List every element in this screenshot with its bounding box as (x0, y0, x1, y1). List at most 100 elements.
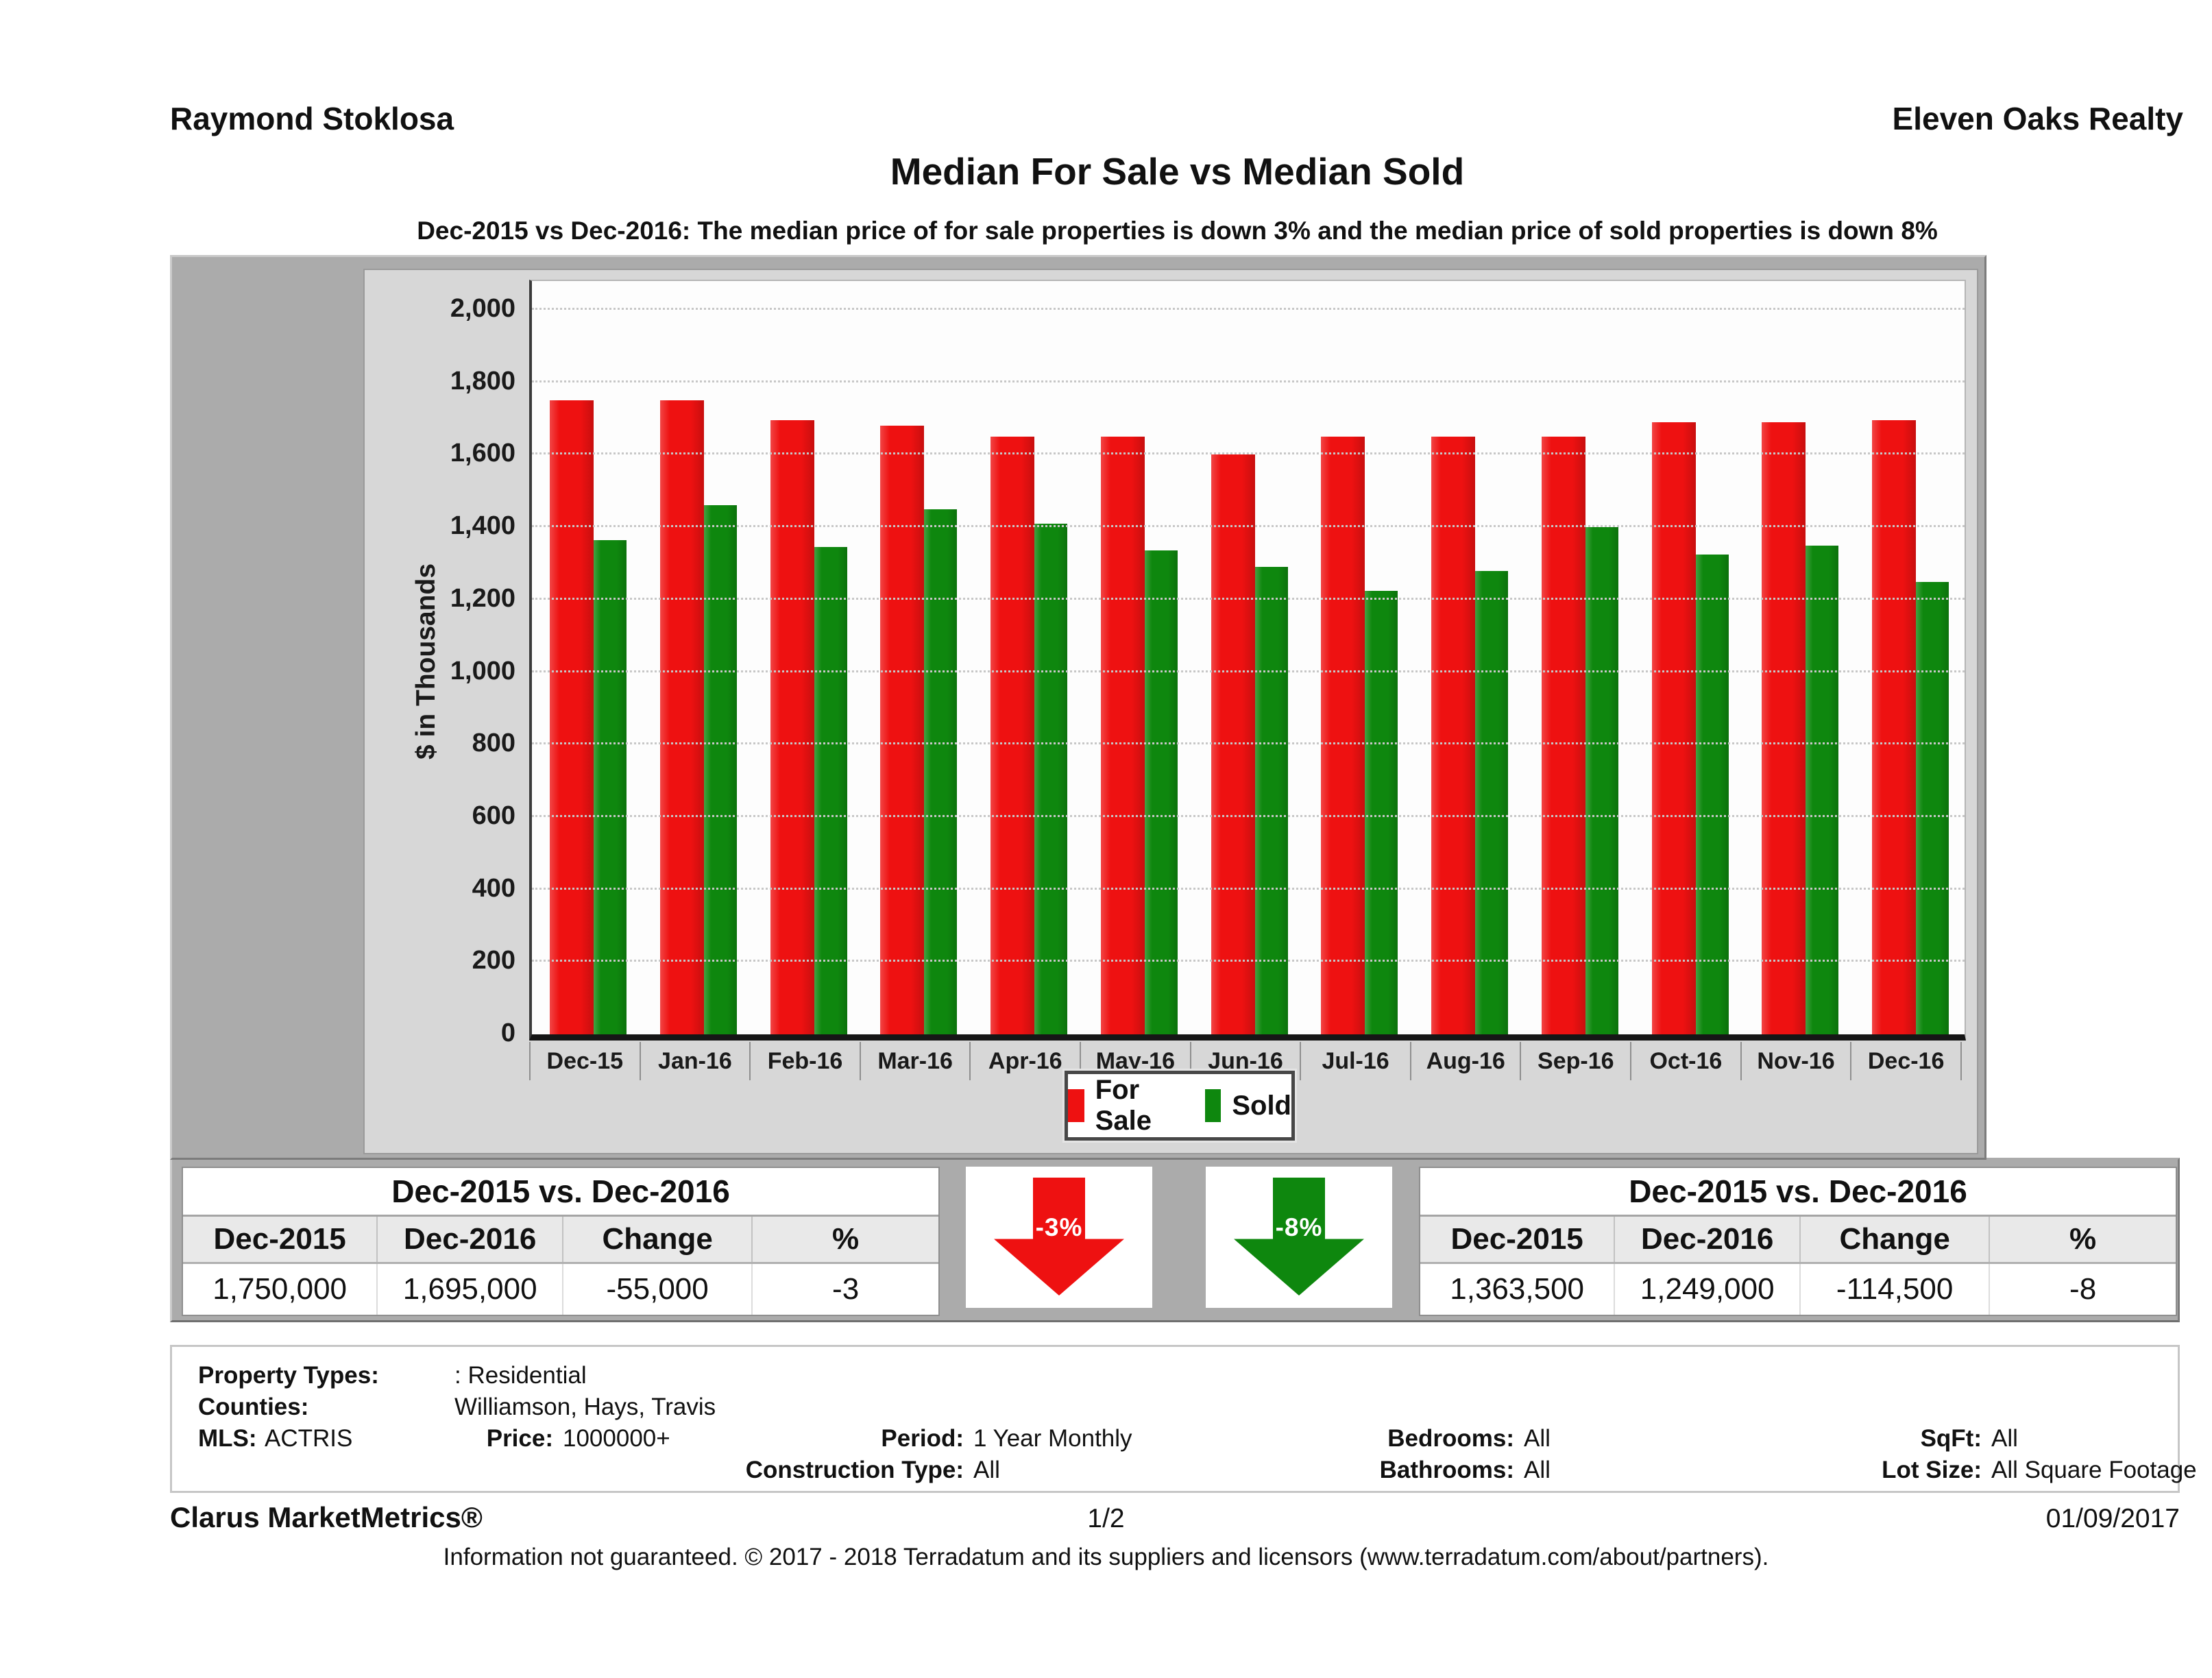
gridline (532, 814, 1965, 817)
price-field: Price: 1000000+ (486, 1425, 670, 1452)
page-title: Median For Sale vs Median Sold (890, 150, 1465, 193)
table-value-cell: -114,500 (1801, 1264, 1991, 1315)
y-tick-label: 400 (472, 873, 515, 903)
x-axis-tick-labels: Dec-15 Jan-16 Feb-16 Mar-16 Apr-16 May-16 Jun-… (529, 1042, 1962, 1080)
x-tick-label: Mar-16 (859, 1042, 970, 1080)
bar-for-sale (1541, 436, 1585, 1034)
bar-for-sale (770, 420, 814, 1034)
table-column-header: Dec-2016 (1615, 1217, 1801, 1262)
x-tick-label: Dec-16 (1850, 1042, 1962, 1080)
table-value-row: 1,750,000 1,695,000 -55,000 -3 (183, 1264, 938, 1315)
table-title: Dec-2015 vs. Dec-2016 (1420, 1168, 2176, 1217)
table-value-row: 1,363,500 1,249,000 -114,500 -8 (1420, 1264, 2176, 1315)
bar-group (753, 281, 863, 1034)
y-tick-label: 1,200 (450, 583, 515, 613)
bedrooms-field: Bedrooms: All (1387, 1425, 1551, 1452)
y-tick-label: 0 (500, 1019, 515, 1047)
x-tick-label: May-16 (1080, 1042, 1190, 1080)
table-column-header: Change (563, 1217, 753, 1262)
y-tick-label: 1,800 (450, 366, 515, 396)
gridline (532, 452, 1965, 455)
table-value-cell: 1,695,000 (378, 1264, 564, 1315)
x-tick-label: Nov-16 (1740, 1042, 1851, 1080)
bar-for-sale (880, 426, 925, 1034)
y-tick-label: 2,000 (450, 294, 515, 323)
sold-change-indicator: -8% (1206, 1167, 1392, 1308)
bar-for-sale (1762, 422, 1806, 1034)
agent-name: Raymond Stoklosa (170, 101, 454, 136)
bar-group (973, 281, 1083, 1034)
disclaimer-text: Information not guaranteed. © 2017 - 201… (443, 1544, 1769, 1570)
page-number: 1/2 (1087, 1504, 1125, 1533)
bar-for-sale (990, 436, 1035, 1034)
table-column-header: Dec-2016 (378, 1217, 564, 1262)
bar-group (1413, 281, 1524, 1034)
legend-swatch-sold (1204, 1089, 1222, 1122)
period-field: Period: 1 Year Monthly (881, 1425, 1132, 1452)
bar-group (1634, 281, 1745, 1034)
table-column-header: % (2069, 1222, 2097, 1256)
gridline (532, 525, 1965, 528)
table-value-cell: -55,000 (563, 1264, 753, 1315)
construction-type-field: Construction Type: All (745, 1457, 1000, 1483)
mls-value: ACTRIS (265, 1425, 353, 1452)
gridline (532, 887, 1965, 890)
report-subtitle: Dec-2015 vs Dec-2016: The median price o… (417, 217, 1938, 245)
bar-groups (532, 281, 1965, 1034)
bar-for-sale (1321, 436, 1365, 1034)
bar-sold (1916, 581, 1949, 1034)
bar-sold (594, 540, 627, 1034)
bar-sold (1365, 590, 1398, 1034)
counties-label: Counties: (198, 1394, 309, 1420)
bar-for-sale (659, 400, 704, 1034)
bar-sold (924, 509, 958, 1034)
y-tick-label: 200 (472, 946, 515, 975)
table-value-cell: -3 (832, 1272, 860, 1306)
bar-sold (1254, 567, 1288, 1034)
bar-group (1083, 281, 1193, 1034)
bar-sold (1585, 527, 1618, 1034)
bar-group (642, 281, 753, 1034)
y-tick-label: 1,600 (450, 439, 515, 468)
bar-sold (1695, 554, 1729, 1034)
report-criteria-box: Property Types: : Residential Counties: … (170, 1345, 2197, 1493)
company-name: Eleven Oaks Realty (1892, 101, 2183, 136)
bar-group (1524, 281, 1634, 1034)
bar-for-sale (1431, 436, 1476, 1034)
bar-sold (1475, 570, 1509, 1034)
property-types-label: Property Types: (198, 1362, 379, 1389)
table-column-header: Dec-2015 (1420, 1217, 1616, 1262)
counties-value: Williamson, Hays, Travis (454, 1394, 716, 1420)
bar-for-sale (550, 400, 594, 1034)
bar-group (1193, 281, 1304, 1034)
report-date: 01/09/2017 (2045, 1504, 2180, 1533)
x-tick-label: Jun-16 (1189, 1042, 1300, 1080)
bar-group (1854, 281, 1965, 1034)
x-tick-label: Sep-16 (1520, 1042, 1630, 1080)
y-tick-label: 600 (472, 801, 515, 830)
gridline (532, 380, 1965, 382)
chart-legend: For Sale Sold (1065, 1071, 1295, 1141)
bar-group (862, 281, 973, 1034)
bar-sold (1034, 523, 1068, 1034)
table-header-row: Dec-2015 Dec-2016 Change% (1420, 1217, 2176, 1264)
for-sale-change-indicator: -3% (966, 1167, 1152, 1308)
table-header-row: Dec-2015 Dec-2016 Change% (183, 1217, 938, 1264)
x-tick-label: Jan-16 (639, 1042, 750, 1080)
table-value-cell: 1,363,500 (1420, 1264, 1616, 1315)
sqft-field: SqFt: All (1920, 1425, 2018, 1452)
bar-for-sale (1872, 420, 1917, 1034)
mls-field: MLS: (198, 1425, 257, 1452)
comparison-table-for-sale: Dec-2015 vs. Dec-2016 Dec-2015 Dec-2016 Ch… (182, 1167, 940, 1316)
table-value-cell: 1,750,000 (183, 1264, 378, 1315)
for-sale-change-percent: -3% (1035, 1213, 1083, 1241)
sold-change-percent: -8% (1275, 1213, 1323, 1241)
property-types-value: : Residential (454, 1362, 587, 1389)
bar-for-sale (1651, 422, 1696, 1034)
gridline (532, 597, 1965, 600)
y-tick-label: 800 (472, 729, 515, 758)
footer-brand: Clarus MarketMetrics® (170, 1501, 483, 1533)
legend-swatch-for-sale (1068, 1089, 1084, 1122)
comparison-table-sold: Dec-2015 vs. Dec-2016 Dec-2015 Dec-2016 Ch… (1419, 1167, 2177, 1316)
gridline (532, 308, 1965, 310)
